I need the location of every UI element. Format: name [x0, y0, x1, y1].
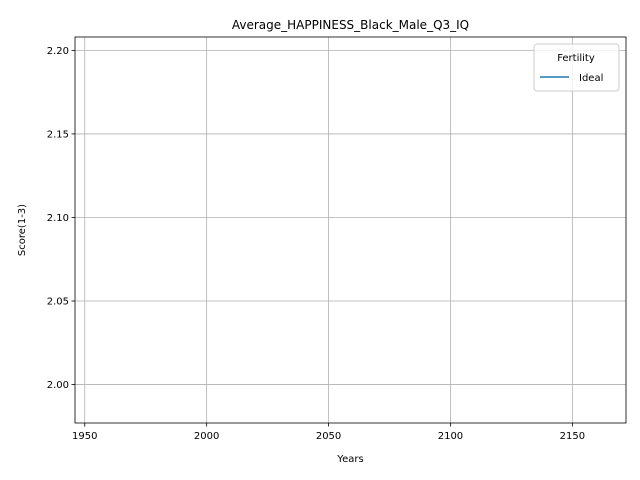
x-tick-label: 2150: [560, 431, 585, 442]
legend-box: [533, 43, 620, 92]
legend: Fertility Ideal: [533, 43, 620, 92]
y-tick-label: 2.20: [47, 46, 69, 57]
x-tick-label: 2000: [194, 431, 219, 442]
legend-label-ideal: Ideal: [579, 73, 603, 84]
plot-frame: [74, 36, 627, 424]
y-tick-label: 2.15: [47, 129, 69, 140]
x-axis-label: Years: [336, 454, 363, 465]
y-axis-label: Score(1-3): [17, 204, 28, 256]
chart-title: Average_HAPPINESS_Black_Male_Q3_IQ: [232, 18, 469, 32]
x-tick-label: 2100: [438, 431, 463, 442]
y-tick-label: 2.10: [47, 213, 69, 224]
x-tick-label: 2050: [316, 431, 341, 442]
y-tick-label: 2.05: [47, 297, 69, 308]
legend-title: Fertility: [557, 53, 595, 64]
y-tick-label: 2.00: [47, 380, 69, 391]
x-tick-label: 1950: [72, 431, 97, 442]
ticks: 1950 2000 2050 2100 2150 2.00 2.05 2.10 2.15 2.20: [47, 46, 585, 442]
